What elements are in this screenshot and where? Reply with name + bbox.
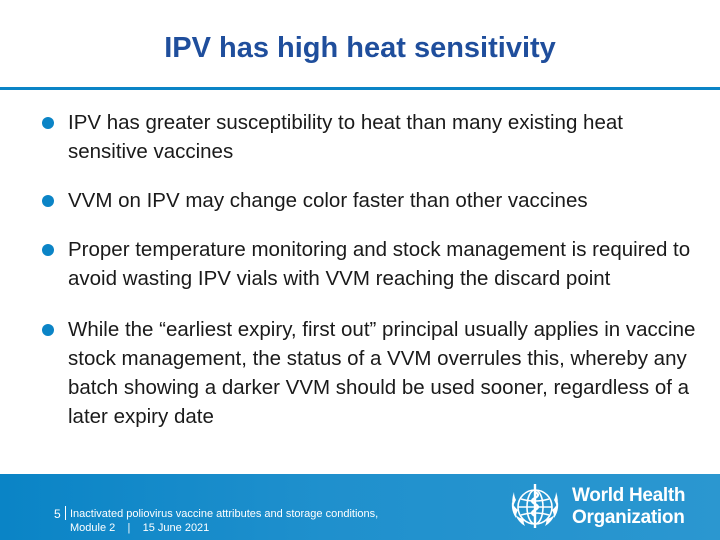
bullet-item: VVM on IPV may change color faster than … xyxy=(42,186,702,215)
footer-caption: Inactivated poliovirus vaccine attribute… xyxy=(70,507,450,535)
footer-module-line: Module 2 | 15 June 2021 xyxy=(70,521,450,535)
bullet-dot-icon xyxy=(42,117,54,129)
footer-date: 15 June 2021 xyxy=(142,522,210,534)
bullet-text: VVM on IPV may change color faster than … xyxy=(68,189,588,212)
footer-subtitle: Inactivated poliovirus vaccine attribute… xyxy=(70,508,379,520)
bullet-list: IPV has greater susceptibility to heat t… xyxy=(42,108,702,431)
who-wordmark-line1: World Health xyxy=(572,485,686,506)
bullet-text: Proper temperature monitoring and stock … xyxy=(68,238,691,290)
footer-separator xyxy=(65,506,66,520)
bullet-dot-icon xyxy=(42,244,54,256)
who-wordmark-line2: Organization xyxy=(572,507,685,528)
page-number: 5 xyxy=(54,507,61,521)
bullet-dot-icon xyxy=(42,324,54,336)
title-divider xyxy=(0,87,720,90)
bullet-item: While the “earliest expiry, first out” p… xyxy=(42,315,702,431)
who-wordmark: World Health Organization xyxy=(572,485,686,529)
footer-bar: 5 Inactivated poliovirus vaccine attribu… xyxy=(0,474,720,540)
bullet-item: Proper temperature monitoring and stock … xyxy=(42,235,702,293)
bullet-text: While the “earliest expiry, first out” p… xyxy=(68,318,696,428)
footer-module: Module 2 xyxy=(70,522,116,534)
bullet-item: IPV has greater susceptibility to heat t… xyxy=(42,108,702,166)
slide-title: IPV has high heat sensitivity xyxy=(164,32,556,64)
bullet-dot-icon xyxy=(42,195,54,207)
who-emblem-icon xyxy=(511,484,559,528)
footer-date-separator: | xyxy=(127,522,131,534)
who-logo: World Health Organization xyxy=(506,478,706,534)
bullet-text: IPV has greater susceptibility to heat t… xyxy=(68,111,623,163)
